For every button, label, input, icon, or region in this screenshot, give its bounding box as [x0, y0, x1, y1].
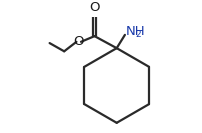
Text: O: O	[89, 1, 99, 14]
Text: 2: 2	[135, 30, 141, 39]
Text: O: O	[73, 35, 84, 48]
Text: NH: NH	[126, 25, 145, 38]
